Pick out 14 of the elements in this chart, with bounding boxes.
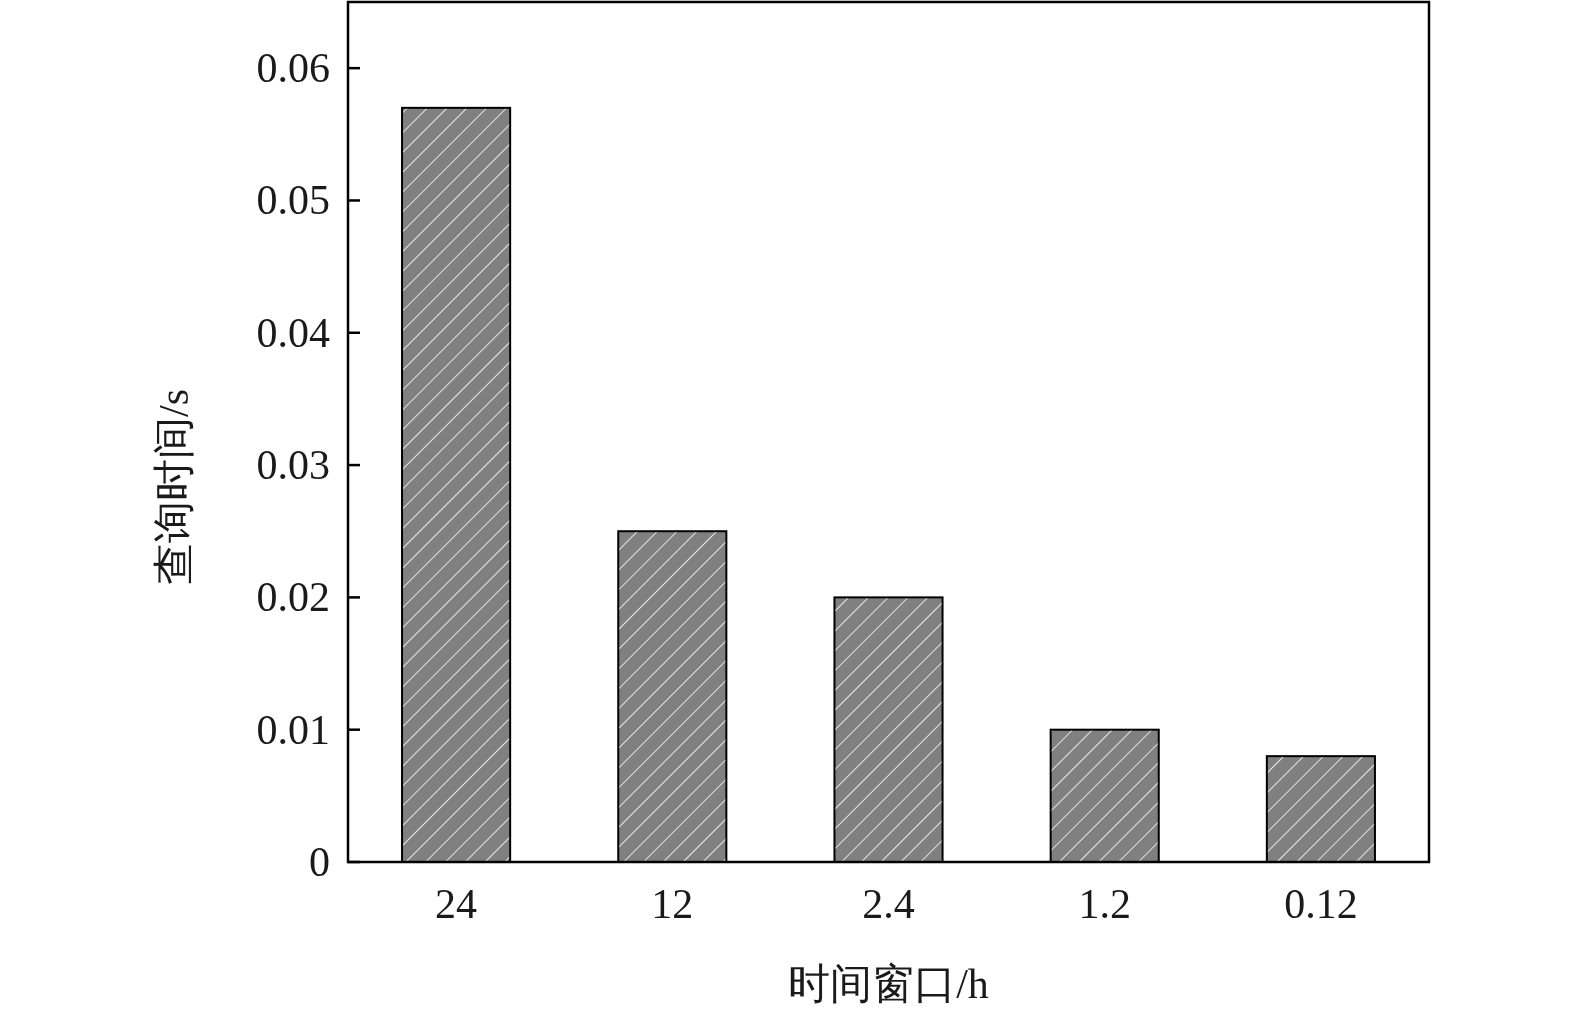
x-tick-label: 1.2 [1078,881,1131,927]
x-tick-label: 12 [651,881,694,927]
x-tick-label: 0.12 [1284,881,1358,927]
x-tick-label: 24 [435,881,478,927]
y-tick-label: 0.06 [256,45,330,92]
x-tick-label: 2.4 [862,881,915,927]
y-tick-label: 0.01 [256,706,330,753]
y-tick-label: 0 [309,839,330,885]
y-axis-title: 查询时间/s [151,388,197,586]
y-tick-label: 0.04 [256,309,330,356]
x-axis-title: 时间窗口/h [788,961,989,1007]
y-tick-label: 0.03 [256,442,330,489]
y-tick-label: 0.05 [256,177,330,224]
y-tick-label: 0.02 [256,574,330,621]
